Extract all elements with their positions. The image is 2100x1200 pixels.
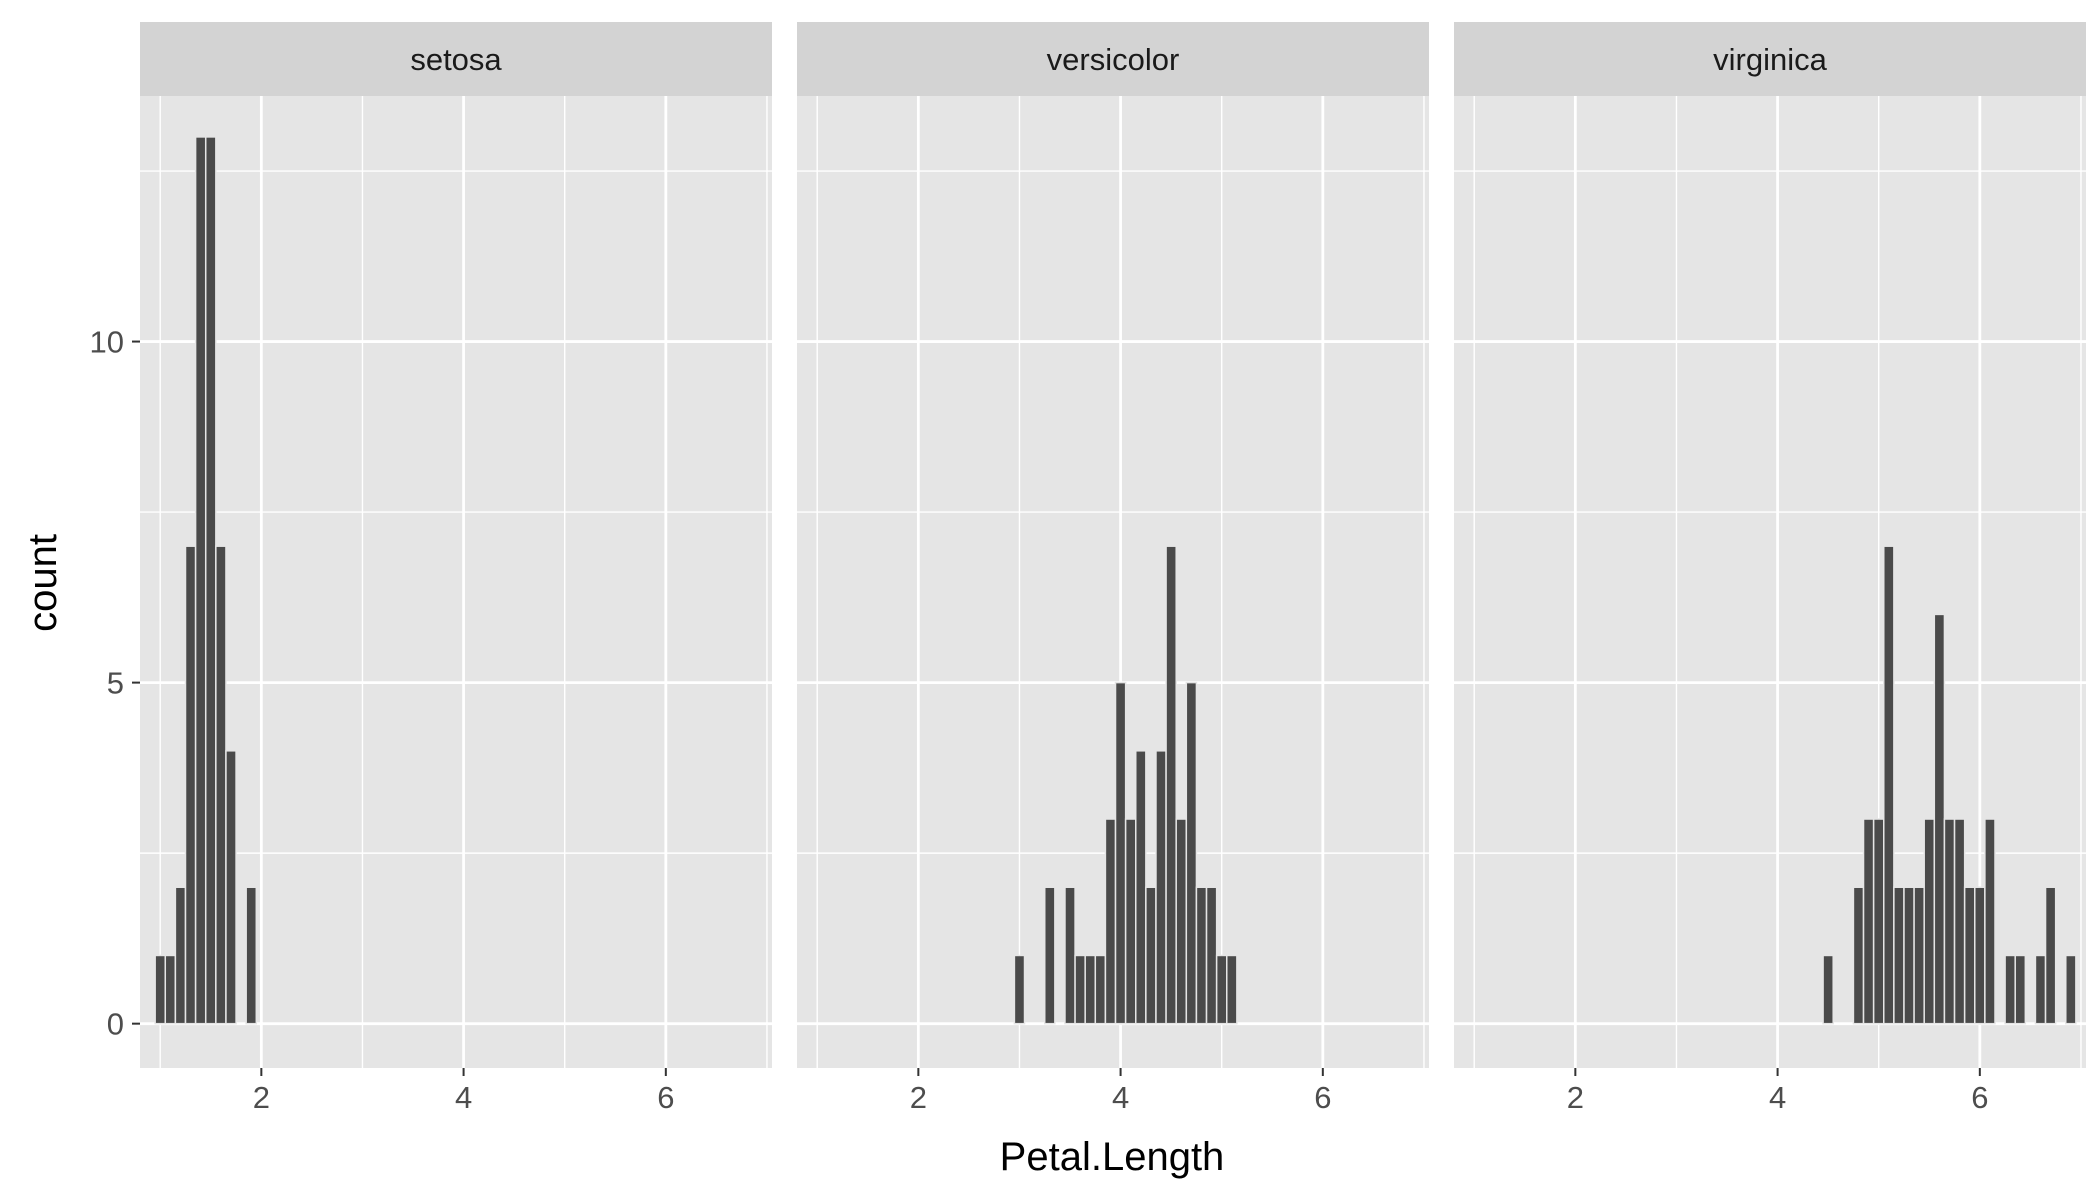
histogram-bar xyxy=(1923,818,1936,1025)
histogram-bar xyxy=(2065,954,2077,1025)
histogram-bar xyxy=(1893,886,1905,1025)
histogram-bar xyxy=(1165,545,1177,1025)
x-tick-label: 6 xyxy=(1314,1080,1331,1115)
histogram-bar xyxy=(1862,818,1875,1025)
y-tick-label: 10 xyxy=(90,325,124,360)
histogram-bar xyxy=(1094,954,1107,1025)
histogram-bar xyxy=(1084,954,1097,1025)
x-tick-label: 4 xyxy=(455,1080,472,1115)
x-tick-label: 2 xyxy=(253,1080,270,1115)
histogram-bar xyxy=(1984,818,1996,1025)
x-tick-label: 6 xyxy=(657,1080,674,1115)
x-tick-label: 4 xyxy=(1769,1080,1786,1115)
histogram-bar xyxy=(215,545,227,1025)
facet-versicolor: versicolor 2 4 6 xyxy=(797,22,1429,1115)
histogram-bar xyxy=(1822,954,1834,1025)
facet-setosa: setosa 2 4 6 xyxy=(140,22,772,1115)
histogram-bar xyxy=(174,886,187,1025)
y-tick-label: 5 xyxy=(107,666,124,701)
histogram-bar xyxy=(184,545,197,1025)
x-axis-title: Petal.Length xyxy=(1000,1135,1225,1179)
x-tick-label: 2 xyxy=(910,1080,927,1115)
histogram-bar xyxy=(2014,954,2027,1025)
histogram-bar xyxy=(194,136,207,1025)
histogram-bar xyxy=(1043,886,1056,1025)
histogram-bar xyxy=(1883,545,1895,1025)
histogram-bar xyxy=(2044,886,2057,1025)
histogram-bar xyxy=(1226,954,1238,1025)
facet-strip-label: virginica xyxy=(1713,42,1827,77)
facet-strip-label: versicolor xyxy=(1047,42,1180,77)
histogram-bar xyxy=(1185,681,1198,1025)
x-tick-label: 2 xyxy=(1567,1080,1584,1115)
histogram-bar xyxy=(1872,818,1885,1025)
histogram-bar xyxy=(1205,886,1218,1025)
histogram-bar xyxy=(1215,954,1228,1025)
histogram-bar xyxy=(1195,886,1208,1025)
facet-panels: setosa 2 4 6 versicolor 2 4 6 virginica 2 4 6 xyxy=(140,22,2086,1115)
histogram-bar xyxy=(245,886,258,1025)
histogram-bar xyxy=(1155,750,1167,1025)
histogram-bar xyxy=(1974,886,1986,1025)
histogram-bar xyxy=(2034,954,2047,1025)
facet-strip-background xyxy=(797,22,1429,96)
histogram-bar xyxy=(1074,954,1086,1025)
y-tick-label: 0 xyxy=(107,1007,124,1042)
facet-strip-background xyxy=(140,22,772,96)
histogram-bar xyxy=(1943,818,1956,1025)
histogram-bar xyxy=(164,954,177,1025)
histogram-bar xyxy=(1104,818,1117,1025)
histogram-bar xyxy=(1852,886,1865,1025)
histogram-bar xyxy=(1933,613,1946,1025)
histogram-bar xyxy=(225,750,237,1025)
x-tick-label: 4 xyxy=(1112,1080,1129,1115)
y-axis-title: count xyxy=(21,534,65,632)
histogram-bar xyxy=(1953,818,1966,1025)
histogram-bar xyxy=(1903,886,1915,1025)
histogram-bar xyxy=(1124,818,1137,1025)
histogram-bar xyxy=(1963,886,1976,1025)
histogram-bar xyxy=(204,136,217,1025)
histogram-bar xyxy=(1114,681,1127,1025)
histogram-bar xyxy=(1913,886,1925,1025)
histogram-bar xyxy=(2004,954,2016,1025)
histogram-bar xyxy=(1145,886,1157,1025)
y-axis: 0 5 10 xyxy=(90,325,140,1042)
facet-strip-background xyxy=(1454,22,2086,96)
histogram-bar xyxy=(154,954,167,1025)
x-tick-label: 6 xyxy=(1971,1080,1988,1115)
histogram-bar xyxy=(1135,750,1147,1025)
histogram-bar xyxy=(1064,886,1076,1025)
histogram-bar xyxy=(1175,818,1188,1025)
facet-strip-label: setosa xyxy=(410,42,502,77)
facet-virginica: virginica 2 4 6 xyxy=(1454,22,2086,1115)
histogram-bar xyxy=(1013,954,1026,1025)
